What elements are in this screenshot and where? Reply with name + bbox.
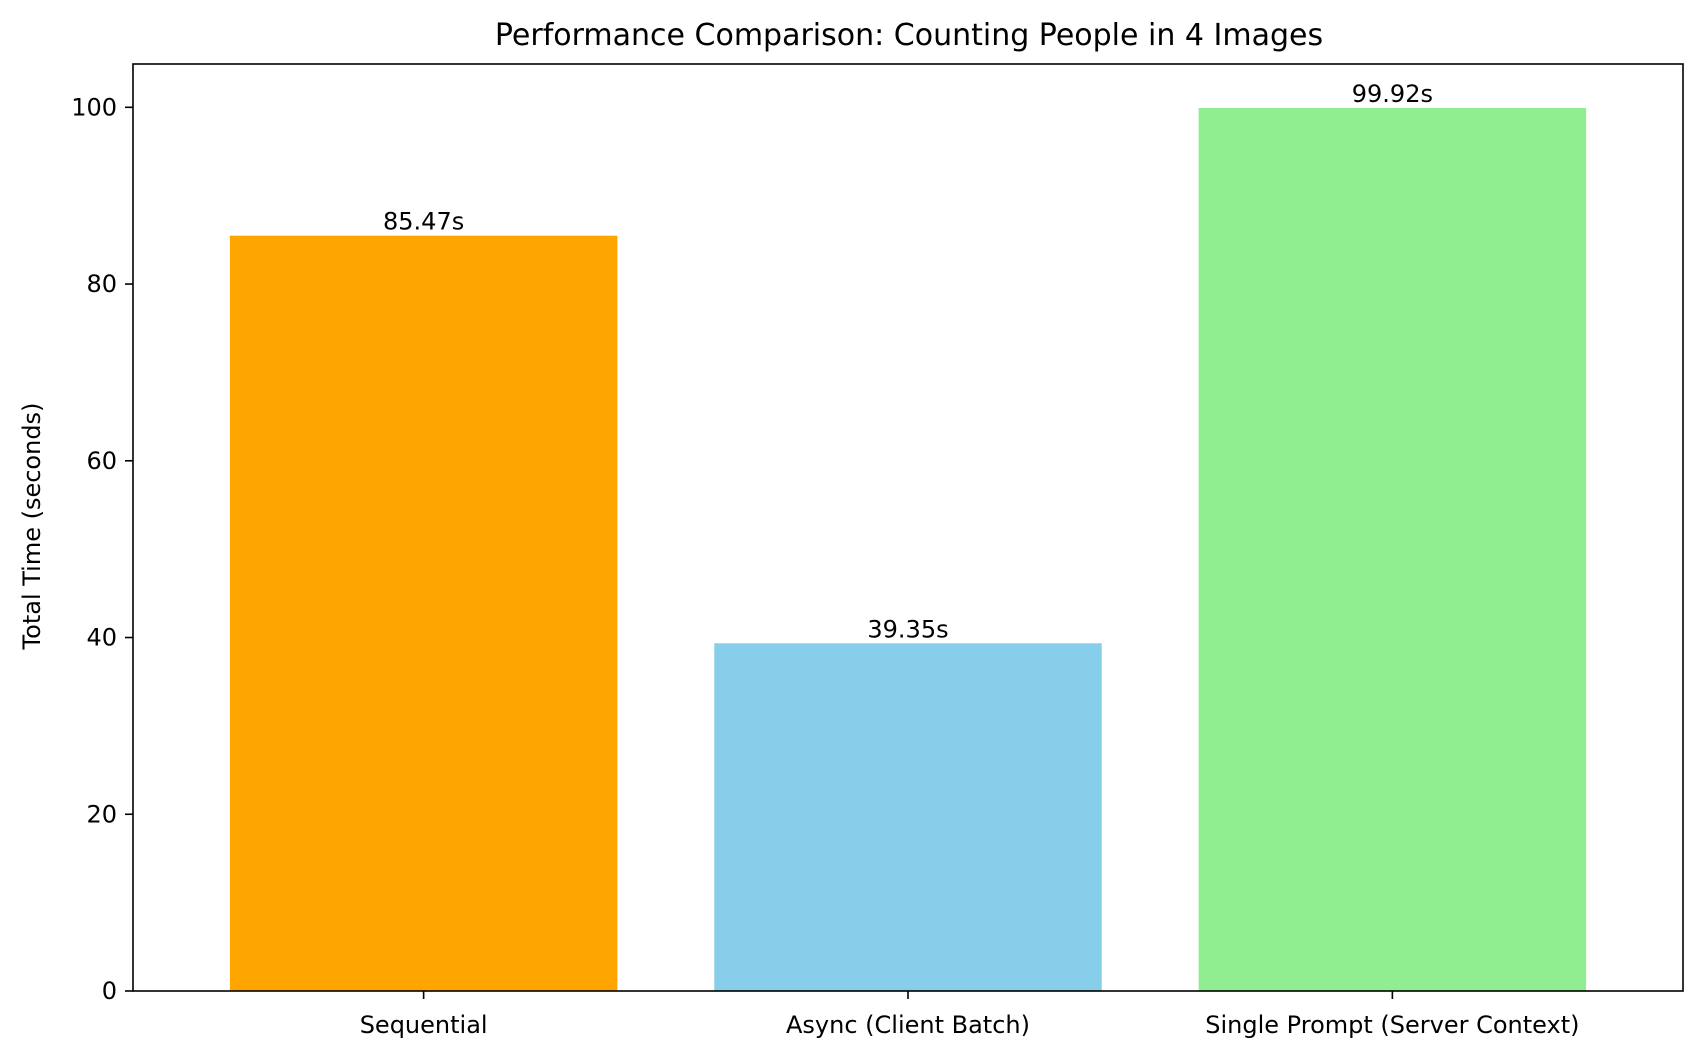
- data-label-3: 99.92s: [1352, 80, 1433, 108]
- data-label-2: 39.35s: [867, 615, 948, 643]
- bars-layer: [229, 108, 1587, 992]
- x-tick-label-1: Sequential: [360, 1011, 488, 1039]
- data-labels-layer: 85.47s 39.35s 99.92s: [383, 80, 1433, 643]
- y-tick-label-6: 100: [71, 93, 117, 121]
- chart-title: Performance Comparison: Counting People …: [495, 18, 1323, 53]
- y-axis: 0 20 40 60 80 100: [71, 93, 133, 1005]
- x-tick-label-2: Async (Client Batch): [786, 1011, 1030, 1039]
- y-tick-label-4: 60: [86, 447, 117, 475]
- y-tick-label-2: 20: [86, 800, 117, 828]
- bar-2: [714, 643, 1102, 991]
- x-tick-label-3: Single Prompt (Server Context): [1205, 1011, 1579, 1039]
- y-tick-label-1: 0: [102, 977, 117, 1005]
- y-axis-label: Total Time (seconds): [18, 403, 46, 651]
- bar-3: [1198, 108, 1587, 992]
- y-tick-label-3: 40: [86, 624, 117, 652]
- y-tick-label-5: 80: [86, 270, 117, 298]
- data-label-1: 85.47s: [383, 208, 464, 236]
- x-axis: Sequential Async (Client Batch) Single Pro…: [360, 991, 1579, 1039]
- bar-1: [229, 235, 618, 992]
- plot-frame: [132, 63, 1684, 992]
